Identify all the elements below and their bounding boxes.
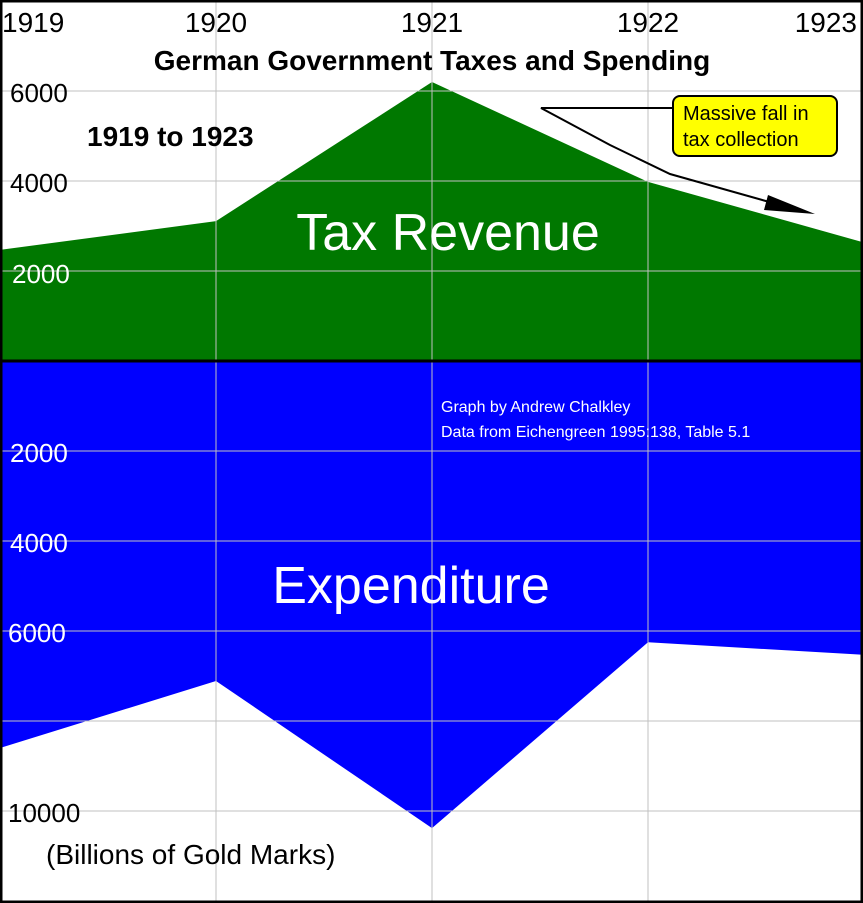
- callout-arrow: [540, 107, 815, 214]
- chart-subtitle: 1919 to 1923: [87, 121, 254, 152]
- callout-box: Massive fall in tax collection: [672, 95, 838, 157]
- y-tick-bottom-4000: 4000: [10, 528, 68, 558]
- year-label-1923: 1923: [795, 7, 857, 38]
- credit-source: Data from Eichengreen 1995:138, Table 5.…: [441, 424, 750, 441]
- tax-revenue-label: Tax Revenue: [296, 204, 600, 262]
- callout-line-1: Massive fall in: [683, 103, 809, 125]
- year-label-1920: 1920: [185, 7, 247, 38]
- y-tick-bottom-10000: 10000: [8, 798, 80, 828]
- credit-author: Graph by Andrew Chalkley: [441, 399, 630, 416]
- chart-title: German Government Taxes and Spending: [154, 45, 711, 76]
- callout-line-2: tax collection: [683, 129, 799, 151]
- y-tick-top-2000: 2000: [12, 259, 70, 289]
- y-tick-top-6000: 6000: [10, 78, 68, 108]
- expenditure-label: Expenditure: [272, 557, 550, 615]
- year-label-1922: 1922: [617, 7, 679, 38]
- units-label: (Billions of Gold Marks): [46, 839, 335, 870]
- y-tick-bottom-2000: 2000: [10, 438, 68, 468]
- year-label-1921: 1921: [401, 7, 463, 38]
- year-label-1919: 1919: [2, 7, 64, 38]
- y-tick-top-4000: 4000: [10, 168, 68, 198]
- y-tick-bottom-6000: 6000: [8, 618, 66, 648]
